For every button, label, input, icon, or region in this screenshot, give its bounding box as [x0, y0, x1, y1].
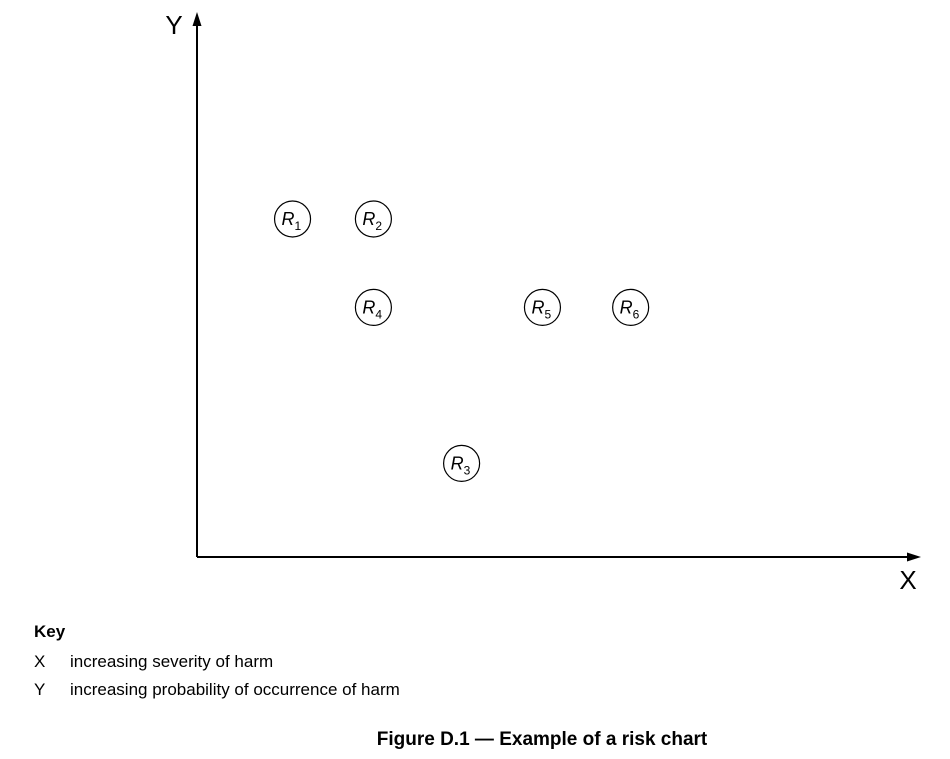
risk-marker-1: R1 — [273, 200, 312, 238]
risk-marker-subscript: 3 — [464, 463, 471, 477]
risk-marker-ring — [273, 200, 312, 238]
risk-marker-subscript: 5 — [544, 307, 551, 321]
risk-marker-4: R4 — [354, 288, 392, 326]
risk-marker-ring — [612, 288, 650, 326]
risk-marker-ring — [443, 444, 481, 482]
risk-markers: R1 R2 R3 R4 R5 R6 — [273, 200, 650, 482]
risk-marker-3: R3 — [443, 444, 481, 482]
risk-marker-ring — [523, 288, 562, 326]
risk-marker-ring — [354, 288, 392, 326]
risk-marker-subscript: 2 — [375, 219, 382, 233]
y-axis-label: Y — [165, 10, 182, 40]
key-title: Key — [34, 622, 66, 641]
risk-marker-ring — [354, 200, 392, 238]
risk-marker-subscript: 6 — [633, 307, 640, 321]
risk-marker-6: R6 — [612, 288, 650, 326]
key-text-x: increasing severity of harm — [70, 652, 274, 671]
key-symbol-y: Y — [34, 680, 46, 699]
key-symbol-x: X — [34, 652, 46, 671]
risk-marker-subscript: 4 — [375, 307, 382, 321]
x-axis-arrowhead — [907, 552, 921, 562]
risk-marker-subscript: 1 — [295, 219, 302, 233]
y-axis-arrowhead — [192, 12, 202, 26]
risk-marker-2: R2 — [354, 200, 392, 238]
risk-marker-5: R5 — [523, 288, 562, 326]
figure-caption: Figure D.1 — Example of a risk chart — [376, 729, 708, 750]
risk-chart: Y X R1 R2 R3 R4 R5 R6 — [165, 10, 921, 595]
x-axis-label: X — [899, 565, 916, 595]
key-text-y: increasing probability of occurrence of … — [70, 680, 400, 699]
